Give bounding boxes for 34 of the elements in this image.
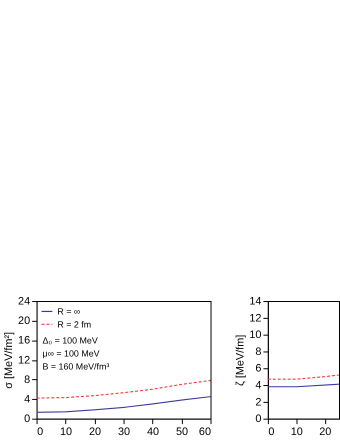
annotation: Δ₀ = 100 MeV	[42, 336, 98, 346]
y-tick-label: 4	[24, 394, 30, 406]
y-axis-title: ζ [MeV/fm]	[234, 334, 246, 386]
line-series	[36, 380, 211, 399]
y-tick-label: 14	[249, 296, 262, 308]
x-tick-label: 0	[37, 426, 44, 438]
x-tick-label: 30	[118, 426, 130, 438]
x-tick-label: 10	[60, 426, 72, 438]
y-tick-label: 24	[18, 296, 30, 308]
y-tick-label: 2	[255, 396, 262, 408]
x-tick-label: 60	[198, 426, 212, 438]
x-tick-label: 10	[290, 426, 303, 438]
y-tick-label: 0	[24, 413, 30, 426]
y-tick-label: 8	[255, 346, 262, 358]
x-tick-label: 20	[89, 426, 102, 438]
y-tick-label: 8	[24, 374, 30, 386]
y-tick-label: 20	[18, 315, 30, 328]
y-tick-label: 16	[18, 334, 30, 347]
x-tick-label: 0	[268, 426, 274, 438]
y-tick-label: 0	[255, 413, 262, 426]
y-tick-label: 6	[255, 362, 262, 375]
y-tick-label: 12	[18, 354, 30, 366]
legend-label: R = 2 fm	[57, 319, 92, 330]
y-tick-label: 4	[255, 380, 262, 392]
line-series	[36, 396, 211, 413]
y-tick-label: 12	[249, 312, 262, 324]
y-tick-label: 10	[249, 329, 262, 342]
annotation: μ∞ = 100 MeV	[42, 348, 100, 358]
x-tick-label: 40	[146, 426, 160, 438]
legend-label: R = ∞	[57, 306, 80, 316]
y-axis-title: σ [MeV/fm²]	[3, 332, 16, 389]
x-tick-label: 50	[176, 426, 188, 438]
annotation: B = 160 MeV/fm³	[42, 361, 110, 372]
x-tick-label: 20	[319, 426, 332, 438]
